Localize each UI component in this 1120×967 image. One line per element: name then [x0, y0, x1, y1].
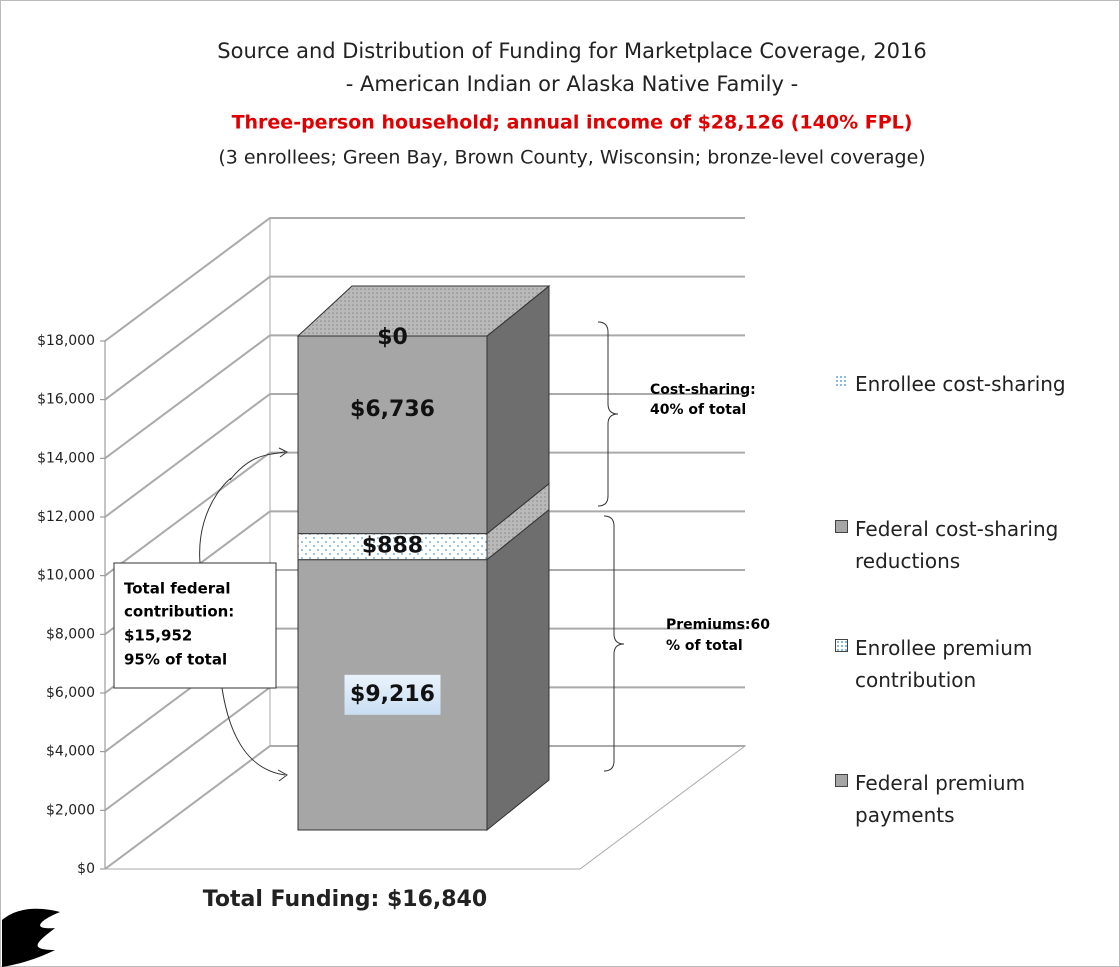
grid-line: [104, 275, 745, 401]
legend-swatch: [835, 520, 848, 533]
bracket: [603, 515, 625, 772]
grid-line: [104, 451, 745, 577]
annotation: $15,952: [124, 627, 192, 645]
annotation: 95% of total: [124, 651, 227, 669]
bracket: [597, 321, 619, 507]
y-tick-label: $12,000: [37, 509, 95, 525]
logo: [2, 908, 60, 967]
legend-label: Enrollee premium contribution: [855, 636, 1033, 692]
annotation: % of total: [666, 638, 743, 654]
grid-line: [104, 217, 745, 342]
arrow-head: [278, 447, 288, 458]
legend-swatch: [835, 774, 848, 787]
legend-item: Federal premium payments: [835, 767, 1120, 831]
bar-side: [486, 508, 550, 832]
legend-item: Enrollee premium contribution: [835, 632, 1120, 696]
legend-label: Federal premium payments: [855, 771, 1026, 827]
data-label: $9,216: [350, 682, 435, 707]
highlight: Three-person household; annual income of…: [232, 112, 913, 134]
annotation-box: [113, 562, 277, 689]
legend-swatch: [835, 375, 846, 386]
y-tick-label: $10,000: [37, 568, 95, 584]
grid-line: [104, 334, 745, 460]
y-tick-label: $4,000: [46, 744, 95, 760]
y-tick-label: $6,000: [46, 685, 95, 701]
data-label: $6,736: [350, 397, 435, 422]
plot: $0 $2,000 $4,000 $6,000 $8,000 $10,000 $12,000…: [37, 217, 747, 877]
arrow: [221, 687, 286, 776]
x-axis-label: Total Funding: $16,840: [203, 887, 487, 912]
bar-segment: [297, 335, 488, 535]
legend-item: Enrollee cost-sharing: [835, 368, 1120, 400]
legend-item: Federal cost-sharing reductions: [835, 513, 1120, 577]
grid-line: [104, 393, 745, 518]
arrow: [199, 451, 286, 564]
legend-swatch: [835, 639, 848, 652]
annotation: Cost-sharing:: [650, 382, 756, 398]
y-tick-label: $16,000: [37, 392, 95, 408]
annotation: Total federal: [124, 580, 230, 598]
data-label: $0: [377, 325, 408, 350]
grid-line: [104, 745, 745, 870]
y-tick-label: $14,000: [37, 450, 95, 466]
y-tick-label: $8,000: [46, 626, 95, 642]
legend-label: Enrollee cost-sharing: [855, 372, 1066, 396]
legend-label: Federal cost-sharing reductions: [855, 517, 1059, 573]
arrow-head: [277, 769, 288, 782]
chart-title: Source and Distribution of Funding for M…: [217, 39, 926, 63]
y-tick-label: $0: [77, 861, 95, 877]
bar-top: [296, 285, 551, 337]
y-tick-label: $18,000: [37, 333, 95, 349]
annotation: 40% of total: [650, 402, 746, 418]
annotation: Premiums:60: [666, 617, 770, 633]
annotation: contribution:: [124, 603, 234, 621]
label-bg: [344, 674, 441, 715]
data-label: $888: [362, 534, 423, 559]
y-tick-label: $2,000: [46, 802, 95, 818]
subtitle: - American Indian or Alaska Native Famil…: [346, 72, 798, 96]
note: (3 enrollees; Green Bay, Brown County, W…: [218, 147, 925, 169]
